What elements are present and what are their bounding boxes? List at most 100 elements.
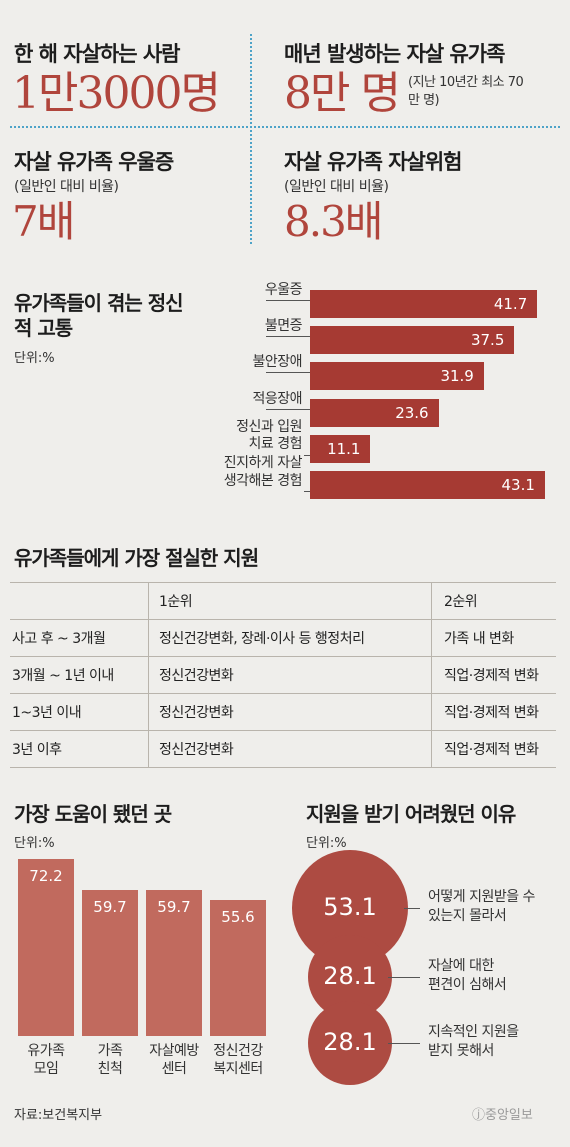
hbar-chart-title: 유가족들이 겪는 정신적 고통	[14, 291, 184, 340]
hbar-value: 23.6	[395, 403, 429, 422]
hbar-chart-unit: 단위:%	[14, 351, 55, 366]
hbar-label: 적응장애	[170, 391, 302, 409]
table-title: 유가족들에게 가장 절실한 지원	[14, 546, 259, 570]
hbar-label: 정신과 입원 치료 경험	[170, 419, 302, 454]
hbar-label-line: 적응장애	[252, 390, 302, 407]
hbar-label: 불면증	[170, 318, 303, 336]
stat-title-annual-bereaved: 매년 발생하는 자살 유가족	[284, 42, 505, 66]
hbar	[310, 362, 484, 391]
vbar-label-line: 정신건강	[213, 1043, 263, 1059]
bubble-chart: 53.1 어떻게 지원받을 수 있는지 몰라서 28.1 자살에 대한 편견이 심해서 28…	[292, 850, 568, 1086]
hbar-value: 11.1	[327, 439, 361, 458]
vbar-label-line: 복지센터	[213, 1061, 263, 1078]
stat-value-annual-bereaved: 8만 명	[284, 68, 401, 119]
hbar	[310, 434, 371, 463]
hbar-value: 43.1	[501, 476, 535, 494]
hbar-leader-line	[266, 408, 310, 410]
vbar-value: 59.7	[93, 897, 127, 916]
hbar-leader-line	[266, 300, 310, 301]
bubble-label-line: 지속적인 지원을	[428, 1024, 519, 1040]
table-cell-period: 3년 이후	[10, 730, 149, 768]
support-table: 1순위 2순위 사고 후 ~ 3개월 정신건강변화, 장례·이사 등 행정처리 …	[10, 582, 556, 768]
hbar-leader-line	[304, 491, 310, 492]
hbar-label-line: 치료 경험	[248, 436, 303, 453]
hbar-leader-line	[266, 372, 310, 374]
hbar	[310, 290, 538, 318]
hbar-value: 41.7	[493, 295, 528, 313]
hbar-label-line: 정신과 입원	[236, 418, 302, 435]
stat-subtitle-depression: (일반인 대비 비율)	[14, 179, 119, 195]
vbar-chart: 72.2 유가족 모임 59.7 가족 친척 59.7 자살예방 센터 55.6 정신건강 복지센터	[12, 859, 272, 1078]
bubble-leader-line	[388, 977, 420, 978]
table-cell-rank2: 직업·경제적 변화	[431, 656, 556, 694]
table-header-cell	[10, 582, 149, 620]
vbar: 72.2	[18, 859, 74, 1036]
vbar-label-line: 모임	[33, 1061, 59, 1078]
vbar: 59.7	[82, 889, 138, 1036]
vbar-label-line: 가족	[97, 1043, 123, 1059]
vbar-label-line: 센터	[161, 1061, 187, 1078]
hbar-value: 37.5	[470, 331, 505, 350]
table-cell-rank2: 직업·경제적 변화	[431, 730, 556, 768]
stat-title-suicide-risk: 자살 유가족 자살위험	[284, 150, 463, 174]
stat-title-depression: 자살 유가족 우울증	[14, 150, 174, 174]
bubble-chart-title: 지원을 받기 어려웠던 이유	[306, 802, 516, 826]
vbar-label-line: 친척	[97, 1061, 123, 1078]
hbar-label-line: 우울증	[264, 282, 303, 298]
hbar	[310, 471, 545, 499]
hbar-label: 진지하게 자살 생각해본 경험	[170, 455, 303, 490]
vbar-label-line: 자살예방	[149, 1043, 199, 1059]
hbar-label-line: 진지하게 자살	[223, 455, 303, 471]
bubble-label-line: 편견이 심해서	[428, 976, 507, 993]
stat-value-suicide-risk: 8.3배	[284, 197, 383, 246]
vbar-value: 72.2	[29, 867, 63, 886]
table-row: 3년 이후 정신건강변화 직업·경제적 변화	[10, 730, 556, 768]
table-row: 1~3년 이내 정신건강변화 직업·경제적 변화	[10, 693, 556, 731]
vbar-chart-unit: 단위:%	[14, 836, 55, 851]
vbar: 55.6	[210, 899, 266, 1036]
bubble	[307, 1000, 393, 1086]
stat-note-text: (지난 10년간 최소 70만 명)	[408, 75, 524, 108]
stat-subtitle-suicide-risk: (일반인 대비 비율)	[284, 179, 389, 195]
bubble-value: 28.1	[323, 1028, 377, 1056]
table-header-rank1: 1순위	[148, 582, 432, 620]
table-header-rank2: 2순위	[431, 582, 556, 620]
hbar	[310, 326, 515, 355]
table-cell-period: 사고 후 ~ 3개월	[10, 619, 149, 657]
source-note: 자료:보건복지부	[14, 1108, 103, 1123]
stats-vertical-divider	[250, 34, 252, 244]
table-header-row: 1순위 2순위	[10, 582, 556, 620]
stat-value-depression: 7배	[12, 197, 75, 246]
publisher-logo: ⓙ중앙일보	[472, 1108, 533, 1123]
stat-note-annual-bereaved: (지난 10년간 최소 70만 명)	[408, 74, 528, 109]
stat-title-annual-suicides: 한 해 자살하는 사람	[14, 42, 180, 66]
table-cell-rank1: 정신건강변화, 장례·이사 등 행정처리	[148, 619, 432, 657]
hbar-label: 불안장애	[170, 354, 302, 372]
hbar-label-line: 생각해본 경험	[223, 472, 303, 489]
hbar-label: 우울증	[170, 282, 303, 300]
bubble-label-line: 자살에 대한	[428, 958, 494, 974]
stats-horizontal-divider	[10, 126, 560, 128]
bubble-label-line: 받지 못해서	[428, 1042, 494, 1059]
table-cell-period: 3개월 ~ 1년 이내	[10, 656, 149, 694]
bubble-value: 53.1	[323, 893, 377, 921]
table-cell-rank1: 정신건강변화	[148, 730, 432, 768]
table-cell-rank1: 정신건강변화	[148, 656, 432, 694]
vbar-chart-title: 가장 도움이 됐던 곳	[14, 802, 172, 826]
vbar: 59.7	[146, 889, 202, 1036]
bubble-leader-line	[388, 1043, 420, 1044]
bubble-label-line: 어떻게 지원받을 수	[428, 889, 535, 905]
vbar-value: 59.7	[157, 897, 191, 916]
hbar-leader-line	[304, 454, 310, 456]
vbar-label-line: 유가족	[27, 1043, 65, 1059]
hbar-leader-line	[266, 336, 310, 338]
bubble-label: 어떻게 지원받을 수 있는지 몰라서	[428, 888, 568, 926]
bubble-leader-line	[403, 908, 420, 909]
hbar	[310, 398, 439, 427]
